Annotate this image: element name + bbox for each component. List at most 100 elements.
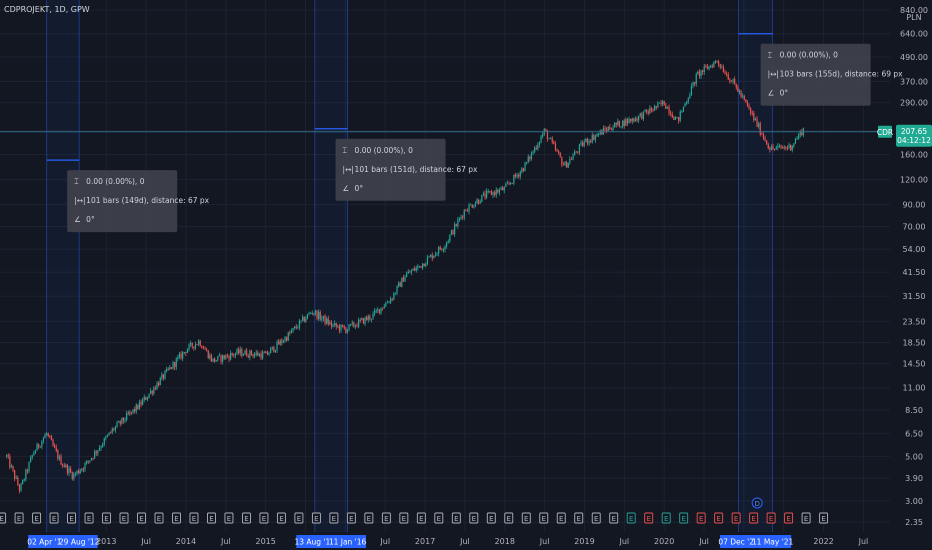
candle-body bbox=[478, 199, 480, 204]
event-label: E bbox=[559, 515, 563, 523]
event-marker[interactable]: E bbox=[119, 512, 129, 524]
event-marker[interactable]: E bbox=[679, 512, 689, 524]
candle-body bbox=[26, 469, 29, 472]
candle-body bbox=[702, 70, 704, 72]
candles[interactable] bbox=[6, 59, 805, 494]
time-axis[interactable]: 2012013Jul2014Jul2015Jul2016Jul2017Jul20… bbox=[27, 535, 868, 548]
event-marker[interactable]: E bbox=[346, 512, 356, 524]
x-tick-label: 2015 bbox=[255, 537, 275, 546]
event-marker[interactable]: E bbox=[731, 512, 741, 524]
event-marker[interactable]: E bbox=[364, 512, 374, 524]
event-marker[interactable]: E bbox=[207, 512, 216, 524]
candle-body bbox=[679, 111, 681, 121]
event-marker[interactable]: E bbox=[276, 512, 286, 524]
event-marker[interactable]: E bbox=[504, 512, 514, 524]
event-marker[interactable]: E bbox=[49, 512, 59, 524]
candle-body bbox=[129, 411, 131, 415]
last-price-label[interactable] bbox=[896, 124, 932, 147]
candle-body bbox=[575, 151, 577, 153]
candle-body bbox=[362, 318, 365, 324]
candle-body bbox=[71, 472, 73, 479]
event-marker[interactable]: E bbox=[801, 512, 811, 524]
candle-body bbox=[372, 313, 374, 319]
event-marker[interactable]: E bbox=[591, 512, 601, 524]
candle-body bbox=[302, 316, 304, 321]
tooltip-icon: ∠ bbox=[343, 184, 350, 193]
event-marker[interactable]: E bbox=[172, 512, 181, 524]
event-marker[interactable]: E bbox=[259, 512, 269, 524]
event-marker[interactable]: E bbox=[102, 512, 111, 524]
x-tick-label: Jul bbox=[858, 537, 869, 546]
candle-body bbox=[654, 105, 656, 111]
event-marker[interactable]: E bbox=[661, 512, 671, 524]
event-marker[interactable]: E bbox=[224, 512, 234, 524]
candle-body bbox=[62, 464, 64, 466]
event-box bbox=[0, 512, 7, 524]
event-marker[interactable]: E bbox=[819, 512, 829, 524]
x-tick-label: 2018 bbox=[495, 537, 515, 546]
dividend-marker[interactable]: D bbox=[751, 497, 763, 509]
event-marker[interactable]: E bbox=[749, 512, 759, 524]
candle-body bbox=[215, 360, 217, 362]
candle-body bbox=[409, 271, 411, 273]
candle-body bbox=[431, 254, 433, 259]
candle-body bbox=[348, 324, 350, 330]
event-box bbox=[259, 512, 269, 524]
event-marker[interactable]: E bbox=[626, 512, 636, 524]
date-selection-text: 07 Dec '20 bbox=[718, 538, 759, 547]
event-marker[interactable]: E bbox=[67, 512, 77, 524]
event-marker[interactable]: E bbox=[416, 512, 426, 524]
event-marker[interactable]: E bbox=[574, 512, 584, 524]
date-selection-text: 29 Aug '12 bbox=[59, 538, 100, 547]
candle-body bbox=[730, 81, 733, 83]
event-marker[interactable]: E bbox=[329, 512, 339, 524]
event-marker[interactable]: E bbox=[451, 512, 461, 524]
event-marker[interactable]: E bbox=[644, 512, 654, 524]
candle-body bbox=[564, 162, 566, 166]
candle-body bbox=[297, 327, 299, 329]
event-marker[interactable]: E bbox=[469, 512, 479, 524]
event-marker[interactable]: E bbox=[434, 512, 444, 524]
event-marker[interactable]: E bbox=[294, 512, 304, 524]
candle-body bbox=[558, 151, 560, 153]
candle-body bbox=[55, 447, 57, 451]
candle-body bbox=[500, 187, 502, 190]
event-marker[interactable]: E bbox=[189, 512, 199, 524]
price-axis[interactable]: 840.00640.00490.00370.00290.00210.00160.… bbox=[877, 6, 932, 527]
event-marker[interactable]: E bbox=[14, 512, 24, 524]
candle-body bbox=[535, 147, 537, 150]
event-marker[interactable]: E bbox=[539, 512, 549, 524]
event-marker[interactable]: E bbox=[381, 512, 391, 524]
event-label: E bbox=[87, 515, 91, 523]
candle-body bbox=[212, 358, 214, 362]
candle-body bbox=[550, 138, 552, 139]
event-marker[interactable]: E bbox=[154, 512, 164, 524]
candle-body bbox=[127, 413, 129, 415]
candle-body bbox=[130, 411, 133, 413]
tooltip-line: 0° bbox=[86, 215, 95, 224]
event-marker[interactable]: E bbox=[714, 512, 724, 524]
event-marker[interactable]: E bbox=[784, 512, 794, 524]
event-marker[interactable]: E bbox=[486, 512, 496, 524]
candle-body bbox=[412, 268, 414, 271]
event-marker[interactable]: E bbox=[84, 512, 94, 524]
candle-body bbox=[410, 270, 413, 273]
event-marker[interactable]: E bbox=[32, 512, 42, 524]
candle-body bbox=[433, 255, 435, 259]
candle-body bbox=[439, 247, 441, 250]
candle-body bbox=[671, 113, 673, 118]
event-marker[interactable]: E bbox=[311, 512, 321, 524]
event-marker[interactable]: E bbox=[241, 512, 251, 524]
event-marker[interactable]: E bbox=[766, 512, 776, 524]
candle-body bbox=[775, 147, 777, 150]
event-marker[interactable]: E bbox=[137, 512, 146, 524]
event-marker[interactable]: E bbox=[556, 512, 566, 524]
candle-body bbox=[655, 105, 657, 108]
event-marker[interactable]: E bbox=[696, 512, 706, 524]
event-marker[interactable]: E bbox=[399, 512, 409, 524]
event-marker[interactable]: E bbox=[0, 512, 7, 524]
event-marker[interactable]: E bbox=[521, 512, 531, 524]
event-marker[interactable]: E bbox=[609, 512, 619, 524]
